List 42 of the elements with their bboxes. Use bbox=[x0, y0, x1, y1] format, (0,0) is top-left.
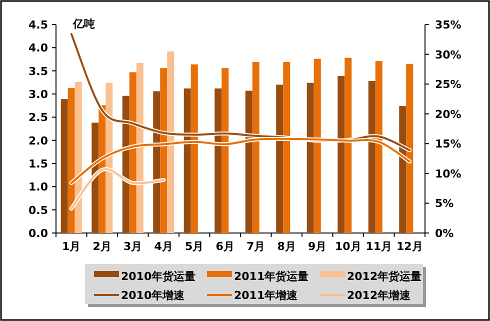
y2-tick-label: 5% bbox=[435, 197, 454, 210]
y2-tick-label: 25% bbox=[435, 78, 462, 92]
y-tick-label: 2.5 bbox=[28, 111, 48, 124]
x-tick-label: 2月 bbox=[92, 240, 112, 253]
x-tick-label: 6月 bbox=[216, 240, 234, 253]
x-tick-label: 5月 bbox=[185, 240, 204, 253]
bar bbox=[92, 122, 99, 233]
y2-tick-label: 30% bbox=[435, 48, 462, 62]
bar bbox=[338, 76, 345, 233]
y-tick-label: 4.0 bbox=[28, 42, 48, 55]
y-tick-label: 3.0 bbox=[28, 88, 48, 101]
legend-label: 2012年增速 bbox=[347, 289, 412, 302]
legend-label: 2011年增速 bbox=[234, 289, 299, 302]
bar bbox=[167, 51, 174, 233]
y2-tick-label: 0% bbox=[435, 227, 454, 240]
y-tick-label: 2.0 bbox=[28, 134, 48, 148]
y-axis-title: 亿吨 bbox=[72, 18, 95, 30]
y2-tick-label: 35% bbox=[435, 18, 462, 32]
legend-label: 2010年货运量 bbox=[121, 270, 196, 283]
legend-label: 2011年货运量 bbox=[234, 270, 309, 283]
y-tick-label: 1.0 bbox=[28, 180, 48, 194]
y-tick-label: 0.0 bbox=[28, 227, 48, 240]
bar bbox=[60, 99, 68, 233]
x-tick-label: 1月 bbox=[62, 240, 81, 253]
bar bbox=[306, 82, 314, 233]
y-tick-label: 3.5 bbox=[28, 64, 48, 78]
y-tick-label: 4.5 bbox=[28, 18, 48, 32]
x-tick-label: 12月 bbox=[396, 240, 423, 253]
x-tick-label: 11月 bbox=[366, 240, 392, 253]
x-tick-label: 9月 bbox=[308, 240, 327, 253]
y-tick-label: 0.5 bbox=[28, 204, 48, 217]
y2-tick-label: 10% bbox=[435, 167, 462, 180]
x-tick-label: 3月 bbox=[124, 240, 142, 253]
y2-tick-label: 20% bbox=[435, 108, 462, 121]
y2-tick-label: 15% bbox=[435, 138, 462, 151]
legend-label: 2010年增速 bbox=[121, 289, 186, 302]
x-tick-label: 8月 bbox=[277, 240, 296, 253]
x-tick-label: 10月 bbox=[334, 240, 362, 253]
legend-label: 2012年货运量 bbox=[347, 270, 422, 283]
y-tick-label: 1.5 bbox=[28, 158, 48, 170]
x-tick-label: 4月 bbox=[154, 240, 173, 253]
x-tick-label: 7月 bbox=[246, 240, 266, 253]
